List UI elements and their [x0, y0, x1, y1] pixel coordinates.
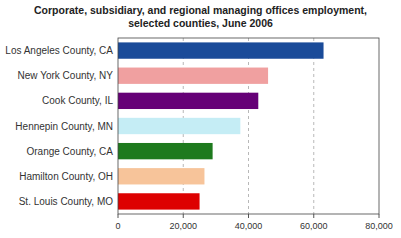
- category-label: Cook County, IL: [42, 95, 113, 106]
- title: Corporate, subsidiary, and regional mana…: [34, 4, 367, 16]
- bar: [118, 193, 200, 209]
- bars: [118, 42, 324, 209]
- tick-mark: [379, 214, 380, 218]
- grid-line: [313, 38, 314, 214]
- tick-label: 60,000: [300, 221, 328, 231]
- tick-mark: [183, 214, 184, 218]
- tick-mark: [118, 214, 119, 218]
- subtitle: selected counties, June 2006: [128, 17, 273, 29]
- category-label: Los Angeles County, CA: [5, 45, 113, 56]
- bar: [118, 93, 258, 109]
- tick-label: 80,000: [365, 221, 393, 231]
- category-label: Hamilton County, OH: [19, 171, 113, 182]
- tick-label: 20,000: [169, 221, 197, 231]
- category-label: Hennepin County, MN: [15, 121, 113, 132]
- tick-mark: [248, 214, 249, 218]
- tick-label: 0: [115, 221, 120, 231]
- x-axis: 0 20,000 40,000 60,000 80,000: [115, 214, 392, 231]
- y-axis-labels: St. Louis County, MO Hamilton County, OH O…: [5, 45, 113, 207]
- bar: [118, 168, 204, 184]
- tick-mark: [313, 214, 314, 218]
- bar: [118, 143, 213, 159]
- tick-label: 40,000: [235, 221, 263, 231]
- category-label: Orange County, CA: [26, 146, 113, 157]
- grid-line: [248, 38, 249, 214]
- bar: [118, 118, 240, 134]
- chart: Corporate, subsidiary, and regional mana…: [0, 0, 401, 238]
- bar: [118, 68, 268, 84]
- plot-frame: [118, 38, 379, 214]
- bar: [118, 42, 324, 58]
- category-label: St. Louis County, MO: [19, 196, 114, 207]
- category-label: New York County, NY: [18, 70, 114, 81]
